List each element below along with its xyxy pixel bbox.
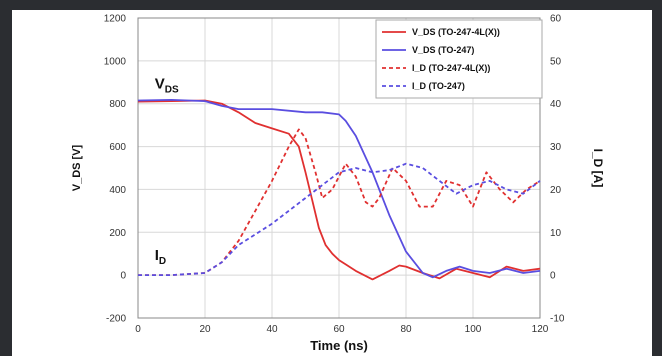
- series-line-0: [137, 99, 541, 281]
- y-left-tick-label: 600: [109, 142, 126, 153]
- y-left-tick-label: 1000: [104, 56, 127, 67]
- y-right-tick-label: -10: [550, 314, 565, 325]
- legend-entry: V_DS (TO-247-4L(X)): [412, 27, 500, 37]
- y-left-axis-title: V_DS [V]: [71, 144, 83, 191]
- axis-labels: 0 20 40 60 80 100 120-200020040060080010001200…: [71, 14, 605, 354]
- y-left-tick-label: 800: [109, 99, 126, 110]
- y-right-tick-label: 20: [550, 185, 562, 196]
- legend-entry: I_D (TO-247): [412, 81, 465, 91]
- y-right-tick-label: 60: [550, 14, 562, 25]
- series-line-2: [138, 128, 541, 277]
- x-tick-label: 0: [135, 324, 141, 335]
- annotation-label: VDS: [155, 76, 179, 96]
- y-right-axis-title: I_D [A]: [591, 149, 605, 188]
- series-layer: [137, 99, 541, 281]
- y-left-tick-label: 1200: [104, 14, 127, 25]
- y-left-tick-label: 400: [109, 185, 126, 196]
- axes: [137, 17, 541, 319]
- y-right-tick-label: 40: [550, 99, 562, 110]
- x-tick-label: 80: [400, 324, 412, 335]
- plot-border: [137, 17, 541, 319]
- legend-box: [375, 19, 543, 99]
- y-right-tick-label: 0: [550, 271, 556, 282]
- y-right-tick-label: 30: [550, 142, 562, 153]
- legend-entry: I_D (TO-247-4L(X)): [412, 63, 490, 73]
- y-left-tick-label: 200: [109, 228, 126, 239]
- x-axis-title: Time (ns): [310, 338, 368, 353]
- x-tick-label: 60: [333, 324, 345, 335]
- x-tick-label: 40: [266, 324, 278, 335]
- series-line-3: [138, 162, 541, 277]
- annotations: VDS ID: [155, 76, 179, 267]
- y-right-tick-label: 50: [550, 56, 562, 67]
- chart-frame: 0 20 40 60 80 100 120 -200 0 200 400 600 800 1000 1200…: [12, 10, 652, 356]
- y-left-tick-label: -200: [106, 314, 126, 325]
- x-tick-label: 20: [199, 324, 211, 335]
- x-tick-label: 100: [465, 324, 482, 335]
- y-left-tick-label: 0: [120, 271, 126, 282]
- legend: V_DS (TO-247-4L(X)) V_DS (TO-247) I_D (TO-…: [375, 19, 543, 99]
- x-tick-label: 120: [532, 324, 549, 335]
- y-right-tick-label: 10: [550, 228, 562, 239]
- line-chart: 0 20 40 60 80 100 120-200020040060080010001200…: [71, 14, 605, 354]
- legend-entry: V_DS (TO-247): [412, 45, 474, 55]
- annotation-label: ID: [155, 247, 166, 267]
